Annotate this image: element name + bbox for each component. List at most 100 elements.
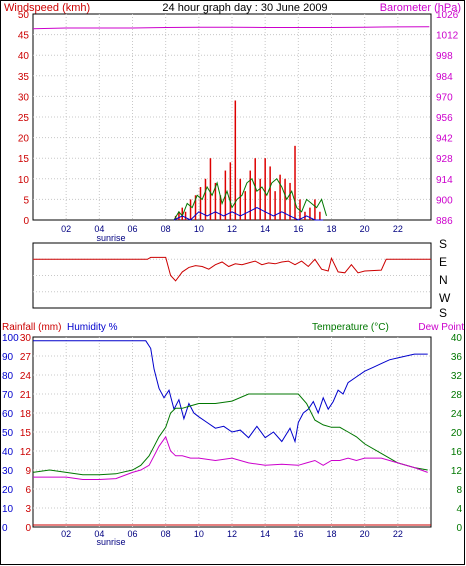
temperature-tick-label: 12 <box>451 466 463 477</box>
humidity-line <box>33 340 428 444</box>
windspeed-tick-label: 5 <box>23 195 29 206</box>
temp-x-tick-label: 16 <box>293 529 303 539</box>
temperature-tick-label: 0 <box>456 523 462 534</box>
rainfall-axis-title: Rainfall (mm) <box>2 322 61 333</box>
temp-x-tick-label: 10 <box>194 529 204 539</box>
temperature-axis-title: Temperature (°C) <box>312 322 389 333</box>
wind-lines <box>32 26 430 221</box>
dir-label-s-top: S <box>439 237 447 251</box>
wind-x-tick-label: 06 <box>127 224 137 234</box>
temp-x-tick-label: 02 <box>61 529 71 539</box>
wind-x-tick-label: 20 <box>360 224 370 234</box>
temperature-tick-label: 16 <box>451 447 463 458</box>
windspeed-tick-label: 15 <box>18 154 30 165</box>
barometer-tick-label: 1012 <box>436 31 459 42</box>
temperature-tick-label: 20 <box>451 428 463 439</box>
temperature-tick-label: 32 <box>451 371 463 382</box>
temp-x-tick-label: 22 <box>393 529 403 539</box>
temp-humidity-lines <box>32 340 431 526</box>
rainfall-tick-label: 24 <box>20 371 32 382</box>
sunrise-label-1: sunrise <box>96 233 125 243</box>
wind-x-tick-label: 08 <box>161 224 171 234</box>
windspeed-tick-label: 45 <box>18 31 30 42</box>
dir-label-n: N <box>439 273 448 287</box>
humidity-tick-label: 90 <box>2 352 14 363</box>
temp-x-tick-label: 20 <box>360 529 370 539</box>
dir-label-s-bottom: S <box>439 306 447 320</box>
temp-x-tick-label: 08 <box>161 529 171 539</box>
windspeed-bars <box>174 100 321 220</box>
windspeed-tick-label: 10 <box>18 175 30 186</box>
humidity-tick-label: 100 <box>2 333 19 344</box>
dir-label-e: E <box>439 255 447 269</box>
windspeed-ticks: 0 5 10 15 20 25 30 35 40 45 50 <box>18 10 30 227</box>
humidity-tick-label: 50 <box>2 428 14 439</box>
barometer-line <box>32 26 430 30</box>
humidity-tick-label: 10 <box>2 504 14 515</box>
barometer-axis-title: Barometer (hPa) <box>380 2 461 14</box>
humidity-tick-label: 80 <box>2 371 14 382</box>
chart-title: 24 hour graph day : 30 June 2009 <box>162 2 327 14</box>
humidity-tick-label: 20 <box>2 485 14 496</box>
barometer-tick-label: 900 <box>436 195 453 206</box>
wind-x-tick-label: 18 <box>326 224 336 234</box>
rainfall-tick-label: 9 <box>25 466 31 477</box>
barometer-tick-label: 886 <box>436 216 453 227</box>
windspeed-tick-label: 30 <box>18 92 30 103</box>
average-wind-line <box>173 207 324 221</box>
humidity-tick-label: 40 <box>2 447 14 458</box>
wind-grid <box>33 14 431 220</box>
wind-x-tick-label: 22 <box>393 224 403 234</box>
windspeed-tick-label: 35 <box>18 72 30 83</box>
rainfall-tick-label: 3 <box>25 504 31 515</box>
barometer-tick-label: 942 <box>436 134 453 145</box>
temp-x-tick-label: 14 <box>260 529 270 539</box>
rainfall-tick-label: 0 <box>25 523 31 534</box>
wind-direction-line <box>33 256 431 282</box>
rain-humidity-ticks: 0 10 20 30 40 50 60 70 80 90 100 0 3 6 9 12 15 18 21 24 27 30 <box>2 333 31 534</box>
windspeed-tick-label: 40 <box>18 51 30 62</box>
windspeed-tick-label: 0 <box>23 216 29 227</box>
rainfall-tick-label: 15 <box>20 428 32 439</box>
temp-x-tick-label: 12 <box>227 529 237 539</box>
barometer-tick-label: 984 <box>436 72 453 83</box>
temperature-tick-label: 8 <box>456 485 462 496</box>
barometer-tick-label: 914 <box>436 175 453 186</box>
wind-x-tick-label: 16 <box>293 224 303 234</box>
gust-line <box>173 177 327 221</box>
temp-x-tick-label: 04 <box>94 529 104 539</box>
humidity-tick-label: 60 <box>2 409 14 420</box>
temp-grid <box>33 337 431 527</box>
humidity-tick-label: 30 <box>2 466 14 477</box>
barometer-tick-label: 1026 <box>436 10 459 21</box>
rainfall-tick-label: 27 <box>20 352 32 363</box>
temperature-tick-label: 40 <box>451 333 463 344</box>
wind-x-tick-label: 10 <box>194 224 204 234</box>
temp-x-ticks: 02 04 06 08 10 12 14 16 18 20 22 <box>61 529 403 539</box>
temperature-tick-label: 36 <box>451 352 463 363</box>
rainfall-tick-label: 6 <box>25 485 31 496</box>
temp-x-tick-label: 06 <box>127 529 137 539</box>
windspeed-tick-label: 50 <box>18 10 30 21</box>
temperature-tick-label: 24 <box>451 409 463 420</box>
wind-x-tick-label: 12 <box>227 224 237 234</box>
humidity-tick-label: 0 <box>2 523 8 534</box>
temperature-line <box>32 393 428 476</box>
barometer-ticks: 886 900 914 928 942 956 970 984 998 1012 1026 <box>436 10 459 227</box>
dir-label-w: W <box>439 291 451 305</box>
wind-x-ticks: 02 04 06 08 10 12 14 16 18 20 22 <box>61 224 403 234</box>
dewpoint-axis-title: Dew Point <box>418 322 464 333</box>
rainfall-tick-label: 12 <box>20 447 32 458</box>
sunrise-label-2: sunrise <box>96 537 125 547</box>
temperature-tick-label: 4 <box>456 504 462 515</box>
rainfall-tick-label: 18 <box>20 409 32 420</box>
humidity-tick-label: 70 <box>2 390 14 401</box>
temp-x-tick-label: 18 <box>326 529 336 539</box>
wind-direction-series <box>33 256 431 282</box>
wind-x-tick-label: 14 <box>260 224 270 234</box>
humidity-axis-title: Humidity % <box>67 322 118 333</box>
windspeed-axis-title: Windspeed (kmh) <box>4 2 90 14</box>
dewpoint-line <box>33 435 428 480</box>
